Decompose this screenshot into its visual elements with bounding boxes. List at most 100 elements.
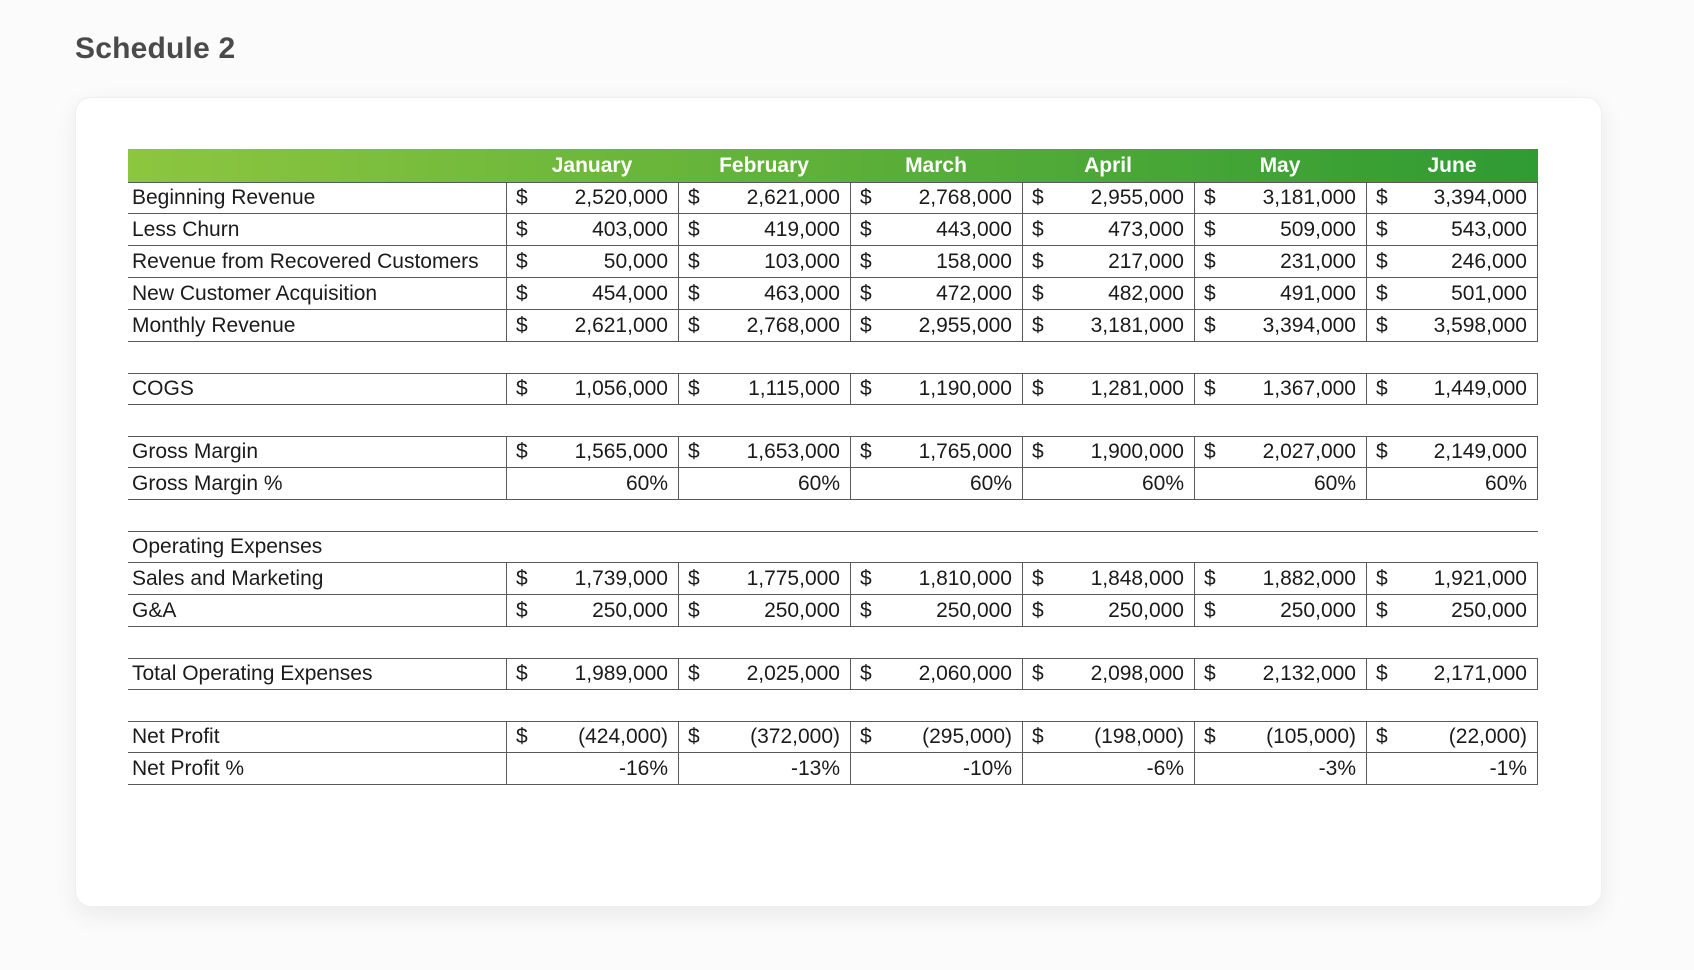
value-cell: $231,000 xyxy=(1194,246,1366,277)
table-row: New Customer Acquisition $454,000 $463,000… xyxy=(128,278,1538,310)
currency-symbol: $ xyxy=(516,313,528,337)
currency-symbol: $ xyxy=(688,249,700,273)
spacer-row xyxy=(128,690,1538,721)
value-cell: $1,810,000 xyxy=(850,563,1022,594)
value-cell: $501,000 xyxy=(1366,278,1538,309)
cell-amount: 3,394,000 xyxy=(1433,186,1527,209)
cell-amount: 2,621,000 xyxy=(574,313,668,337)
value-cell: $472,000 xyxy=(850,278,1022,309)
cell-amount: 403,000 xyxy=(592,217,668,241)
value-cell: $2,955,000 xyxy=(1022,183,1194,213)
currency-symbol: $ xyxy=(1032,440,1044,463)
currency-symbol: $ xyxy=(1032,377,1044,400)
currency-symbol: $ xyxy=(860,440,872,463)
currency-symbol: $ xyxy=(1204,440,1216,463)
value-cell: $3,598,000 xyxy=(1366,310,1538,341)
row-label: Net Profit xyxy=(132,725,220,748)
value-cell: $2,520,000 xyxy=(506,183,678,213)
cell-amount: 2,060,000 xyxy=(918,662,1012,685)
value-cell: -6% xyxy=(1022,753,1194,784)
currency-symbol: $ xyxy=(688,598,700,622)
value-cell: $3,181,000 xyxy=(1022,310,1194,341)
row-label: G&A xyxy=(132,598,177,622)
value-cell: $482,000 xyxy=(1022,278,1194,309)
cell-amount: 1,775,000 xyxy=(746,566,840,590)
spacer-row xyxy=(128,500,1538,531)
row-label: Revenue from Recovered Customers xyxy=(132,249,479,273)
cell-amount: 2,098,000 xyxy=(1090,662,1184,685)
value-cell: $1,653,000 xyxy=(678,437,850,467)
cell-amount: 1,882,000 xyxy=(1262,566,1356,590)
currency-symbol: $ xyxy=(516,249,528,273)
currency-symbol: $ xyxy=(688,281,700,305)
value-cell: -1% xyxy=(1366,753,1538,784)
value-cell: $246,000 xyxy=(1366,246,1538,277)
value-cell: 60% xyxy=(1194,468,1366,499)
cell-amount: 103,000 xyxy=(764,249,840,273)
currency-symbol: $ xyxy=(1204,598,1216,622)
column-header-january: January xyxy=(551,153,633,177)
currency-symbol: $ xyxy=(516,377,528,400)
value-cell: $1,056,000 xyxy=(506,374,678,404)
currency-symbol: $ xyxy=(516,566,528,590)
value-cell: $2,132,000 xyxy=(1194,659,1366,689)
currency-symbol: $ xyxy=(1204,186,1216,209)
value-cell: 60% xyxy=(1022,468,1194,499)
cell-amount: 231,000 xyxy=(1280,249,1356,273)
cell-amount: 1,989,000 xyxy=(574,662,668,685)
currency-symbol: $ xyxy=(1204,313,1216,337)
cell-amount: 158,000 xyxy=(936,249,1012,273)
section-row: Operating Expenses xyxy=(128,531,1538,563)
cell-amount: (424,000) xyxy=(578,725,668,748)
currency-symbol: $ xyxy=(1376,725,1388,748)
cell-amount: 250,000 xyxy=(936,598,1012,622)
cell-amount: 250,000 xyxy=(592,598,668,622)
cell-amount: 454,000 xyxy=(592,281,668,305)
table-row: Gross Margin $1,565,000 $1,653,000 $1,765,0… xyxy=(128,436,1538,468)
currency-symbol: $ xyxy=(1032,725,1044,748)
currency-symbol: $ xyxy=(516,598,528,622)
cell-amount: 2,149,000 xyxy=(1433,440,1527,463)
cell-amount: 2,027,000 xyxy=(1262,440,1356,463)
column-header-may: May xyxy=(1259,153,1301,177)
value-cell: $ (105,000) xyxy=(1194,722,1366,752)
cell-amount: 1,765,000 xyxy=(918,440,1012,463)
table-row: Gross Margin % 60% 60% 60% 60% 60% 60% xyxy=(128,468,1538,500)
currency-symbol: $ xyxy=(1376,313,1388,337)
cell-amount: (22,000) xyxy=(1448,725,1527,748)
currency-symbol: $ xyxy=(688,186,700,209)
value-cell: $250,000 xyxy=(1022,595,1194,626)
value-cell: -16% xyxy=(506,753,678,784)
schedule-table: January February March April May June Beginni… xyxy=(128,149,1538,785)
value-cell: $2,098,000 xyxy=(1022,659,1194,689)
currency-symbol: $ xyxy=(1376,566,1388,590)
cell-amount: 1,810,000 xyxy=(918,566,1012,590)
value-cell: $250,000 xyxy=(1194,595,1366,626)
header-label-cell xyxy=(128,149,506,182)
cell-amount: 2,025,000 xyxy=(746,662,840,685)
value-cell: $1,449,000 xyxy=(1366,374,1538,404)
cell-amount: 3,394,000 xyxy=(1262,313,1356,337)
value-cell: $491,000 xyxy=(1194,278,1366,309)
value-cell: $443,000 xyxy=(850,214,1022,245)
currency-symbol: $ xyxy=(1032,249,1044,273)
currency-symbol: $ xyxy=(1032,217,1044,241)
currency-symbol: $ xyxy=(1376,217,1388,241)
column-header-february: February xyxy=(719,153,809,177)
row-label: Total Operating Expenses xyxy=(132,662,373,685)
value-cell: $50,000 xyxy=(506,246,678,277)
value-cell: $ (424,000) xyxy=(506,722,678,752)
currency-symbol: $ xyxy=(1204,662,1216,685)
currency-symbol: $ xyxy=(516,725,528,748)
value-cell: $2,171,000 xyxy=(1366,659,1538,689)
value-cell: -3% xyxy=(1194,753,1366,784)
value-cell: $250,000 xyxy=(850,595,1022,626)
value-cell: $3,394,000 xyxy=(1194,310,1366,341)
value-cell: $103,000 xyxy=(678,246,850,277)
cell-amount: 501,000 xyxy=(1451,281,1527,305)
value-cell: $158,000 xyxy=(850,246,1022,277)
cell-amount: 1,739,000 xyxy=(574,566,668,590)
cell-amount: 2,520,000 xyxy=(574,186,668,209)
value-cell: $ (22,000) xyxy=(1366,722,1538,752)
currency-symbol: $ xyxy=(516,186,528,209)
